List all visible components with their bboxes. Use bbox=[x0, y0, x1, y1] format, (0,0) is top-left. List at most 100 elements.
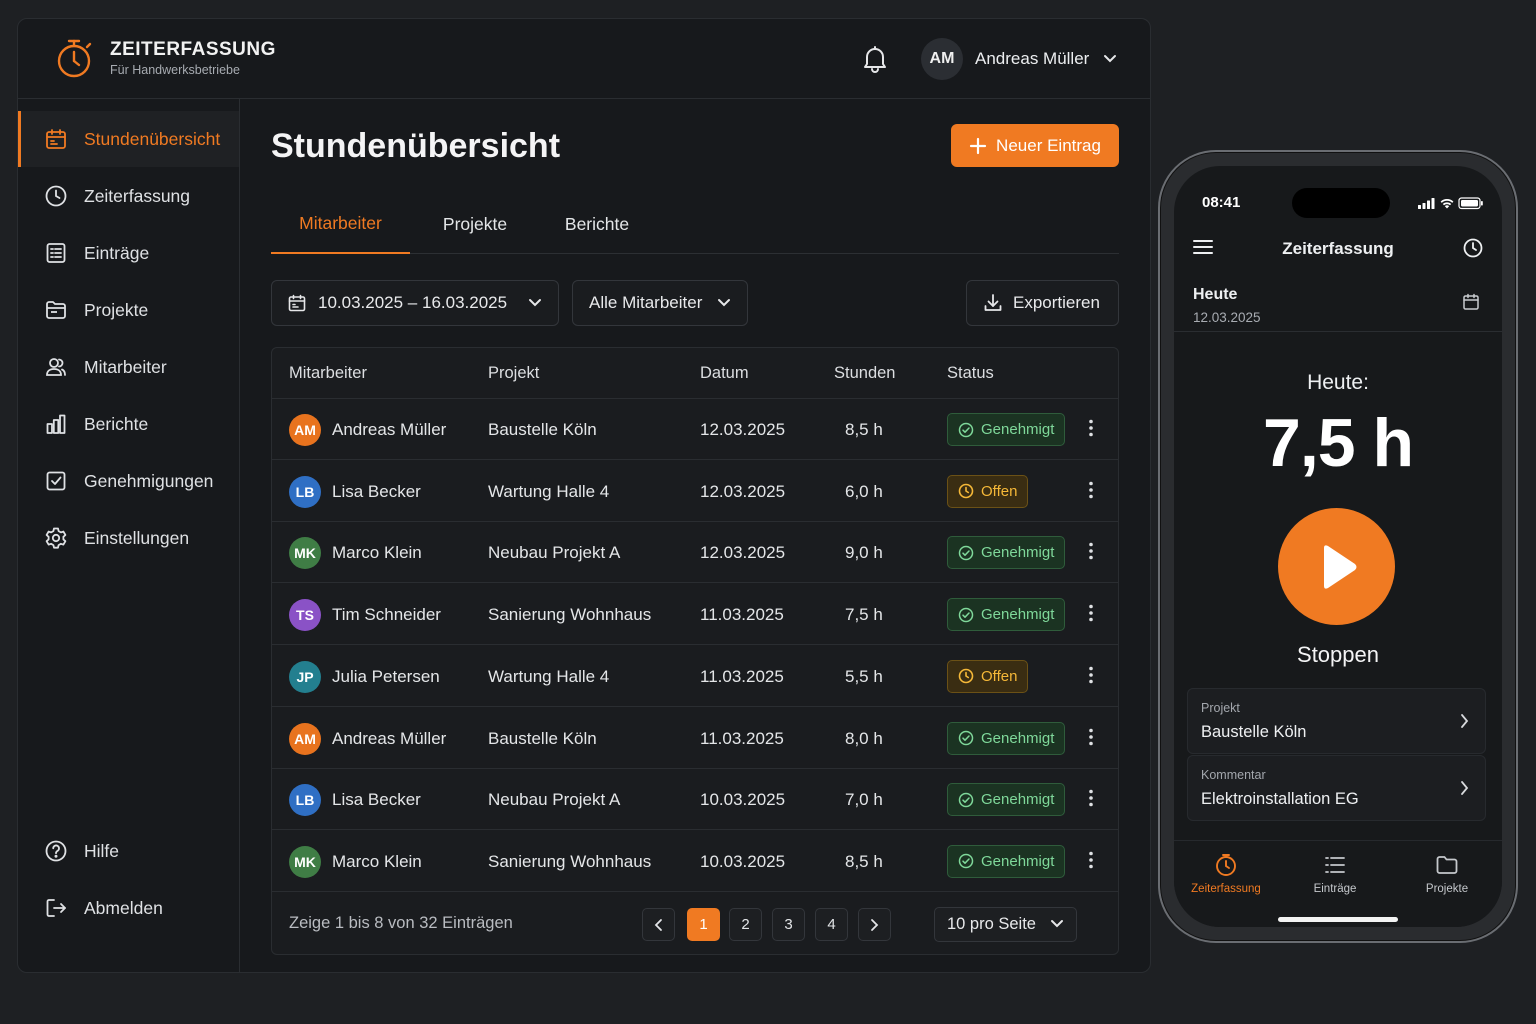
check-circle-icon bbox=[958, 607, 981, 623]
sidebar-item-genehmigungen[interactable]: Genehmigungen bbox=[18, 453, 239, 509]
bell-icon[interactable] bbox=[862, 45, 888, 73]
brand[interactable]: ZEITERFASSUNG Für Handwerksbetriebe bbox=[54, 37, 276, 79]
employee-name: Tim Schneider bbox=[332, 605, 441, 625]
per-page-select[interactable]: 10 pro Seite bbox=[934, 907, 1077, 942]
sidebar-item-label: Berichte bbox=[84, 413, 149, 434]
page-button-3[interactable]: 3 bbox=[772, 908, 805, 941]
sidebar-item-label: Zeiterfassung bbox=[84, 185, 191, 206]
table-row[interactable]: MK Marco Klein Neubau Projekt A 12.03.2025 9… bbox=[272, 522, 1118, 584]
project-label: Projekt bbox=[1201, 701, 1240, 715]
entry-date: 10.03.2025 bbox=[700, 790, 786, 810]
table-row[interactable]: LB Lisa Becker Wartung Halle 4 12.03.2025 6,… bbox=[272, 461, 1118, 522]
export-button[interactable]: Exportieren bbox=[966, 280, 1119, 326]
sidebar-item-label: Abmelden bbox=[84, 897, 163, 918]
entry-date: 11.03.2025 bbox=[700, 666, 784, 686]
status-badge: Genehmigt bbox=[947, 598, 1066, 632]
date-range-value: 10.03.2025 – 16.03.2025 bbox=[318, 293, 508, 312]
play-icon bbox=[1315, 543, 1359, 591]
list-icon bbox=[1285, 853, 1385, 877]
list-icon bbox=[44, 241, 68, 265]
status-label: Genehmigt bbox=[981, 544, 1055, 562]
employee-name: Julia Petersen bbox=[332, 666, 440, 686]
employee-name: Lisa Becker bbox=[332, 481, 421, 501]
help-icon bbox=[44, 839, 68, 863]
sidebar-item-stundenuebersicht[interactable]: Stundenübersicht bbox=[18, 111, 239, 167]
employee-filter-select[interactable]: Alle Mitarbeiter bbox=[572, 280, 748, 326]
timer-toggle-button[interactable] bbox=[1278, 508, 1395, 625]
sidebar-item-label: Mitarbeiter bbox=[84, 356, 167, 377]
page-button-2[interactable]: 2 bbox=[729, 908, 762, 941]
phone-nav-zeiterfassung[interactable]: Zeiterfassung bbox=[1176, 853, 1276, 895]
folder-icon bbox=[1397, 853, 1497, 877]
column-header[interactable]: Status bbox=[947, 364, 994, 382]
sidebar-item-einstellungen[interactable]: Einstellungen bbox=[18, 510, 239, 566]
more-options-icon[interactable] bbox=[1089, 728, 1093, 746]
project-name: Neubau Projekt A bbox=[488, 790, 621, 810]
status-label: Genehmigt bbox=[981, 421, 1055, 438]
table-row[interactable]: AM Andreas Müller Baustelle Köln 11.03.2025… bbox=[272, 708, 1118, 769]
column-header[interactable]: Mitarbeiter bbox=[289, 364, 367, 382]
employee-name: Lisa Becker bbox=[332, 790, 421, 810]
phone-nav-eintraege[interactable]: Einträge bbox=[1285, 853, 1385, 895]
next-page-button[interactable] bbox=[858, 908, 891, 941]
download-icon bbox=[983, 293, 1003, 313]
project-name: Baustelle Köln bbox=[488, 728, 597, 748]
sidebar-item-projekte[interactable]: Projekte bbox=[18, 282, 239, 338]
phone-heute-label: Heute: bbox=[1307, 371, 1369, 394]
hamburger-menu-icon[interactable] bbox=[1192, 238, 1214, 256]
more-options-icon[interactable] bbox=[1089, 481, 1093, 499]
phone-project-card[interactable]: Projekt Baustelle Köln bbox=[1187, 688, 1486, 754]
page-button-1[interactable]: 1 bbox=[687, 908, 720, 941]
table-row[interactable]: LB Lisa Becker Neubau Projekt A 10.03.2025 7… bbox=[272, 769, 1118, 831]
tab-projekte[interactable]: Projekte bbox=[442, 214, 508, 234]
column-header[interactable]: Datum bbox=[700, 364, 749, 382]
more-options-icon[interactable] bbox=[1089, 604, 1093, 622]
user-menu[interactable]: AM Andreas Müller bbox=[921, 38, 1117, 80]
check-circle-icon bbox=[958, 730, 981, 746]
clock-icon bbox=[1176, 853, 1276, 877]
showing-count: Zeige 1 bis 8 von 32 Einträgen bbox=[289, 914, 513, 932]
new-entry-button[interactable]: Neuer Eintrag bbox=[951, 124, 1119, 167]
more-options-icon[interactable] bbox=[1089, 789, 1093, 807]
sidebar-item-hilfe[interactable]: Hilfe bbox=[18, 823, 239, 879]
table-row[interactable]: JP Julia Petersen Wartung Halle 4 11.03.202… bbox=[272, 646, 1118, 707]
sidebar-item-abmelden[interactable]: Abmelden bbox=[18, 880, 239, 936]
table-row[interactable]: TS Tim Schneider Sanierung Wohnhaus 11.03.2… bbox=[272, 584, 1118, 646]
employee-name: Andreas Müller bbox=[332, 728, 447, 748]
status-label: Genehmigt bbox=[981, 791, 1055, 809]
phone-title: Zeiterfassung bbox=[1282, 239, 1394, 258]
phone-comment-card[interactable]: Kommentar Elektroinstallation EG bbox=[1187, 755, 1486, 821]
sidebar-item-label: Hilfe bbox=[84, 840, 120, 861]
phone-mockup: 08:41 Zeiterfassung Heute 12.03.2025 bbox=[1158, 150, 1518, 943]
more-options-icon[interactable] bbox=[1089, 666, 1093, 684]
more-options-icon[interactable] bbox=[1089, 542, 1093, 560]
entry-date: 12.03.2025 bbox=[700, 543, 786, 563]
employee-name: Marco Klein bbox=[332, 851, 422, 871]
tab-mitarbeiter[interactable]: Mitarbeiter bbox=[271, 195, 410, 254]
sidebar-item-zeiterfassung[interactable]: Zeiterfassung bbox=[18, 168, 239, 224]
calendar-icon[interactable] bbox=[1462, 293, 1480, 311]
sidebar: Stundenübersicht Zeiterfassung Einträge … bbox=[18, 99, 240, 972]
page-button-4[interactable]: 4 bbox=[815, 908, 848, 941]
status-label: Genehmigt bbox=[981, 729, 1055, 747]
prev-page-button[interactable] bbox=[642, 908, 675, 941]
table-row[interactable]: AM Andreas Müller Baustelle Köln 12.03.2025… bbox=[272, 399, 1118, 460]
sidebar-item-berichte[interactable]: Berichte bbox=[18, 396, 239, 452]
table-header: Mitarbeiter Projekt Datum Stunden Status bbox=[272, 348, 1118, 399]
more-options-icon[interactable] bbox=[1089, 419, 1093, 437]
more-options-icon[interactable] bbox=[1089, 851, 1093, 869]
chevron-right-icon bbox=[870, 918, 879, 932]
column-header[interactable]: Stunden bbox=[834, 364, 896, 382]
phone-date-row[interactable]: Heute 12.03.2025 bbox=[1174, 274, 1502, 332]
phone-nav-projekte[interactable]: Projekte bbox=[1397, 853, 1497, 895]
sidebar-item-eintraege[interactable]: Einträge bbox=[18, 225, 239, 281]
tab-berichte[interactable]: Berichte bbox=[564, 214, 630, 234]
sidebar-item-mitarbeiter[interactable]: Mitarbeiter bbox=[18, 339, 239, 395]
table-row[interactable]: MK Marco Klein Sanierung Wohnhaus 10.03.202… bbox=[272, 831, 1118, 892]
sidebar-item-label: Stundenübersicht bbox=[84, 128, 221, 149]
history-clock-icon[interactable] bbox=[1462, 237, 1484, 259]
column-header[interactable]: Projekt bbox=[488, 364, 540, 382]
date-range-picker[interactable]: 10.03.2025 – 16.03.2025 bbox=[271, 280, 559, 326]
check-circle-icon bbox=[958, 545, 981, 561]
folder-icon bbox=[44, 298, 68, 322]
